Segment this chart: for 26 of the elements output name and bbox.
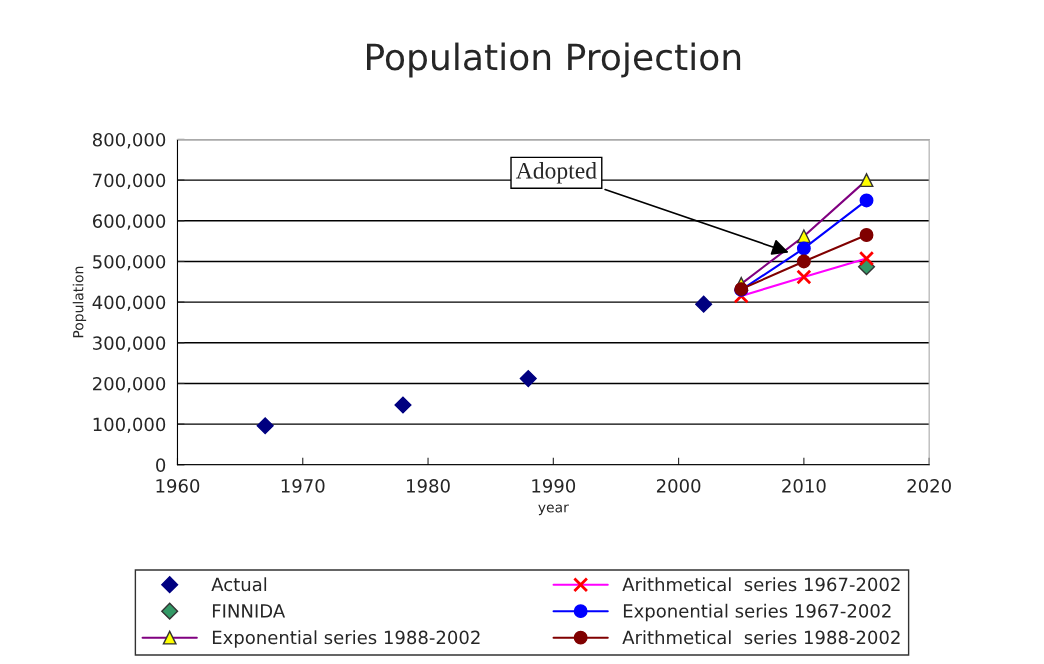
y-tick-label: 200,000: [93, 376, 166, 393]
legend-label: Exponential series 1967-2002: [623, 603, 891, 622]
x-tick-label: 1960: [156, 479, 200, 493]
x-tick-label: 2020: [907, 479, 951, 493]
x-tick-label: 1970: [281, 479, 325, 493]
legend-label: Exponential series 1988-2002: [212, 630, 480, 648]
annotation: Adopted: [515, 162, 597, 184]
legend-label: Arithmetical series 1988-2002: [622, 630, 900, 645]
y-tick-label: 400,000: [92, 295, 166, 312]
y-tick-label: 800,000: [92, 132, 166, 149]
y-tick-label: 500,000: [93, 254, 166, 271]
y-tick-label: 100,000: [93, 417, 166, 434]
y-tick-label: 0: [156, 458, 166, 472]
chart-title: Population Projection: [367, 42, 741, 78]
y-tick-label: 300,000: [93, 336, 166, 352]
x-tick-label: 2000: [656, 479, 701, 493]
y-axis-title: Population: [72, 266, 87, 338]
legend-label: Actual: [211, 577, 267, 592]
legend-label: Arithmetical series 1967-2002: [622, 577, 900, 592]
x-tick-label: 1980: [407, 479, 450, 493]
x-tick-label: 2010: [782, 479, 826, 493]
x-tick-label: 1990: [532, 479, 576, 493]
legend-label: FINNIDA: [212, 604, 286, 618]
y-tick-label: 600,000: [92, 214, 166, 230]
y-tick-label: 700,000: [93, 173, 166, 190]
x-axis-title: year: [538, 504, 569, 516]
